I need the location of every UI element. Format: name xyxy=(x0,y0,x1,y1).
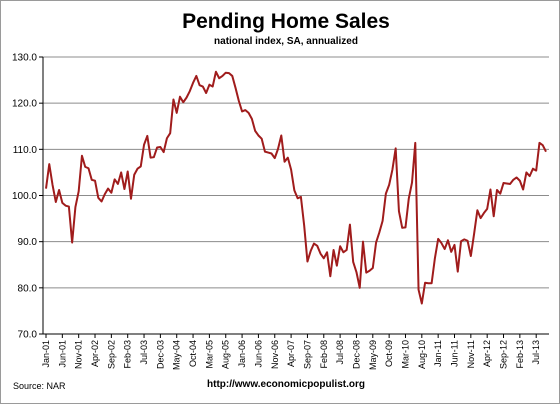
x-tick-label: Jun-11 xyxy=(449,340,459,367)
x-tick-label: Nov-01 xyxy=(74,340,84,369)
x-tick-label: Oct-09 xyxy=(384,340,394,367)
x-tick-label: Jan-11 xyxy=(433,340,443,367)
x-tick-label: Sep-12 xyxy=(499,340,509,369)
x-tick-label: Jan-01 xyxy=(41,340,51,368)
x-tick-label: Mar-05 xyxy=(204,340,214,369)
x-tick-label: Apr-12 xyxy=(482,340,492,367)
x-tick-label: Nov-06 xyxy=(270,340,280,369)
x-tick-label: Nov-11 xyxy=(466,340,476,368)
x-tick-label: Sep-02 xyxy=(106,340,116,369)
x-tick-label: Jun-06 xyxy=(253,340,263,368)
y-tick-label: 90.0 xyxy=(18,237,38,248)
chart-title: Pending Home Sales xyxy=(182,10,390,33)
x-tick-label: May-04 xyxy=(172,340,182,370)
series-group xyxy=(45,70,547,305)
y-tick-label: 110.0 xyxy=(13,145,38,156)
x-tick-label: Feb-03 xyxy=(123,340,133,369)
y-tick-label: 80.0 xyxy=(18,283,38,294)
source-note: Source: NAR xyxy=(13,381,66,391)
x-tick-label: Jul-13 xyxy=(531,340,541,365)
y-tick-label: 130.0 xyxy=(12,53,37,64)
x-tick-label: Feb-08 xyxy=(319,340,329,369)
y-tick-label: 70.0 xyxy=(18,330,38,341)
x-tick-label: Aug-10 xyxy=(417,340,427,369)
chart-subtitle: national index, SA, annualized xyxy=(214,36,358,47)
y-tick-label: 120.0 xyxy=(12,99,37,110)
x-tick-label: Jul-03 xyxy=(139,340,149,365)
x-tick-label: May-09 xyxy=(368,340,378,370)
y-axis: 70.0 80.0 90.0 100.0 110.0 120.0 130.0 xyxy=(12,53,44,341)
x-tick-label: Apr-02 xyxy=(90,340,100,367)
x-tick-label: Jul-08 xyxy=(335,340,345,365)
x-axis: Jan-01 Jun-01 Nov-01 Apr-02 Sep-02 Feb-03 Jul-… xyxy=(41,333,549,370)
x-tick-label: Sep-07 xyxy=(302,340,312,369)
x-tick-label: Mar-10 xyxy=(400,340,410,369)
x-tick-label: Jun-01 xyxy=(57,340,67,368)
x-tick-label: Aug-05 xyxy=(221,340,231,369)
series-line xyxy=(45,70,547,305)
x-tick-label: Dec-08 xyxy=(351,340,361,369)
x-tick-label: Apr-07 xyxy=(286,340,296,367)
y-tick-label: 100.0 xyxy=(12,191,37,202)
source-url: http://www.economicpopulist.org xyxy=(207,379,365,390)
x-tick-label: Jan-06 xyxy=(237,340,247,368)
x-tick-label: Dec-03 xyxy=(155,340,165,369)
x-tick-label: Oct-04 xyxy=(188,340,198,367)
x-tick-label: Feb-13 xyxy=(515,340,525,369)
